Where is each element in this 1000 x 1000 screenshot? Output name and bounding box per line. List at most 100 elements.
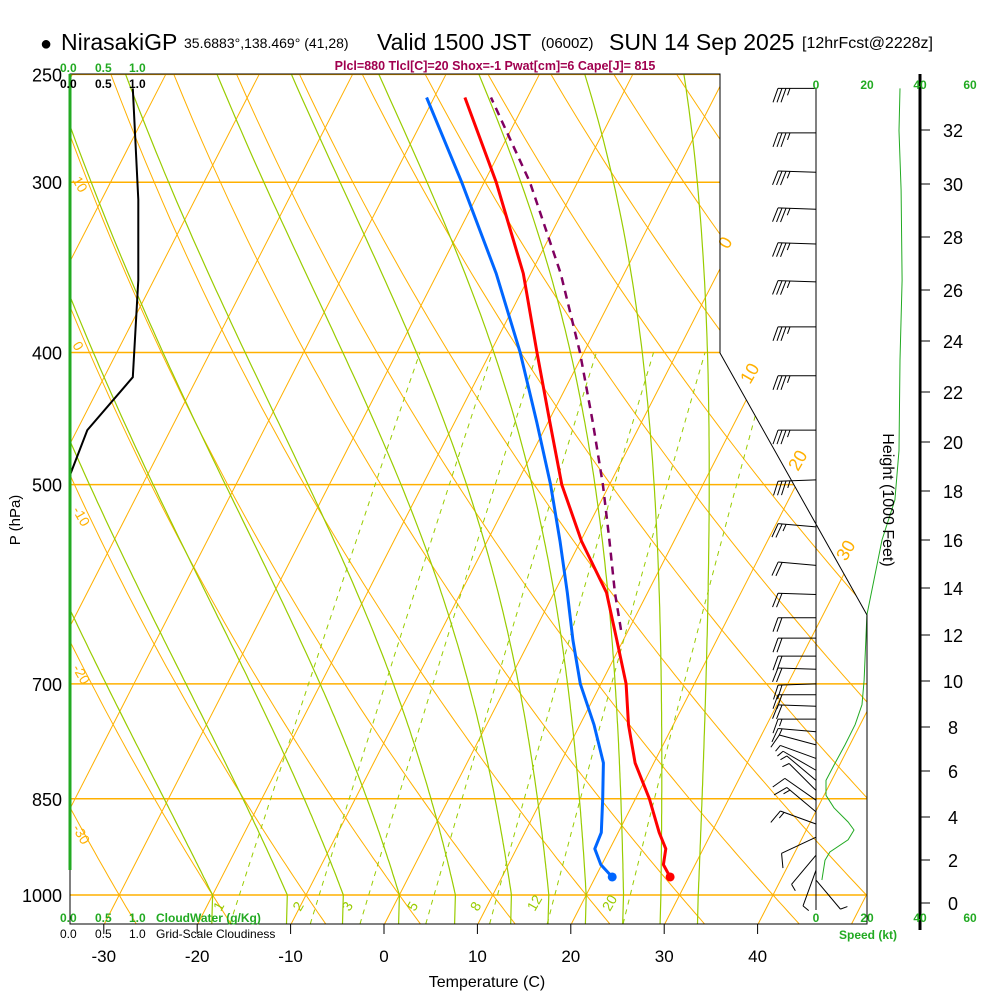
pressure-tick-label: 400 [32,344,62,364]
height-tick-label: 0 [948,894,958,914]
height-axis-title: Height (1000 Feet) [879,433,896,566]
height-tick-label: 24 [943,332,963,352]
moist-adiabat-line [683,74,710,924]
speed-tick-bottom: 20 [860,911,874,925]
wind-barb [771,727,817,743]
wind-barb-half-feather [778,728,783,736]
wind-barb-feather [772,637,779,653]
utc-time: (0600Z) [541,35,594,52]
dry-adiabat-line [236,74,800,924]
wind-barb-feather [771,728,779,743]
dry-adiabat-line [361,74,867,924]
moist-adiabat-line [70,74,344,924]
wind-barb [772,87,816,103]
wind-barb [772,242,817,257]
wind-barb-feather [772,429,779,445]
mixing-ratio-label: 2 [289,899,307,914]
wind-barb-half-feather [780,755,788,761]
mixing-ratio-line [229,352,421,924]
dry-adiabat-line [70,74,516,924]
wind-barb-staff [780,810,817,825]
height-tick-label: 30 [943,175,963,195]
wind-barb-staff [778,242,817,245]
wind-barb [777,750,817,771]
temperature-tick-label: 40 [748,947,767,966]
theta-label: 10 [69,174,91,196]
moist-adiabat-line [584,74,663,924]
wind-barb-feather [772,242,779,257]
wind-barb-feather [771,523,779,538]
mixing-ratio-label: 3 [338,899,356,914]
wind-barb-feather [775,523,783,538]
wind-barb-feather [772,655,779,671]
wind-barb-half-feather [787,132,791,141]
wind-barb-feather [772,280,779,295]
temperature-tick-label: 30 [655,947,674,966]
wind-barb-feather [776,132,783,148]
wind-barb [781,836,817,869]
temperature-tick-label: 20 [561,947,580,966]
height-tick-label: 2 [948,851,958,871]
wind-barb [773,787,817,813]
mixing-ratio-label: 8 [467,899,485,914]
mixing-ratio-label: 12 [524,892,546,914]
wind-barb [791,854,817,891]
height-tick-label: 16 [943,531,963,551]
wind-barb-staff [778,280,817,283]
wind-barb-feather [776,429,783,445]
station-name: NirasakiGP [61,29,177,55]
wind-barb-feather [776,667,783,683]
temperature-tick-label: -10 [278,947,303,966]
wind-barb-feather [770,810,781,823]
wind-barb [770,734,817,748]
cloudwater-tick-bottom: 0.5 [95,911,112,925]
wind-barb-half-feather [778,812,785,819]
header: ● NirasakiGP 35.6883°,138.469° (41,28) V… [40,29,933,73]
moist-adiabat-line [125,74,457,924]
cloudwater-tick-bottom: 0.0 [60,911,77,925]
wind-barb-feather [771,561,779,576]
height-tick-label: 4 [948,808,958,828]
wind-barb [772,704,817,720]
pressure-tick-label: 700 [32,675,62,695]
wind-barb-feather [780,132,787,148]
wind-barb [773,683,817,700]
pressure-tick-label: 500 [32,476,62,496]
moist-adiabat-line [216,74,513,924]
wind-barb [772,617,816,632]
height-tick-label: 12 [943,626,963,646]
wind-barb-feather [776,704,783,720]
wind-barb-staff [778,207,817,210]
dry-adiabat-line [424,74,867,924]
wind-barb-feather [780,208,787,223]
wind-barb-feather [776,207,783,223]
wind-barb-feather [776,637,783,653]
wind-barb [772,667,817,683]
cloud-panel-labels: 0.0 0.5 1.0 0.0 0.5 1.0 0.0 0.5 1.0 Clou… [60,61,275,941]
isotherm-line [70,74,260,924]
wind-barb-staff [778,683,817,686]
y-axis-title: P (hPa) [7,495,24,546]
mixing-ratio-line [359,352,538,924]
dry-adiabat-line [70,74,421,924]
dry-adiabat-line [173,74,705,924]
wind-barb [771,523,817,538]
wind-barb [772,375,816,390]
cloudiness-tick-top: 1.0 [129,77,146,91]
isotherm-label: 20 [784,447,811,474]
wind-barb-half-feather [791,884,796,891]
wind-barb-half-feather [775,745,781,752]
wind-barb [772,694,816,709]
isotherm-line [70,74,447,924]
wind-barb-half-feather [787,375,791,383]
wind-barb-feather [776,375,783,390]
cloudwater-tick-top: 1.0 [129,61,146,75]
wind-barb-staff [786,755,817,781]
height-tick-label: 14 [943,579,963,599]
temperature-line [463,96,672,878]
wind-barb [772,170,817,186]
wind-barb-half-feather [840,906,848,910]
wind-barb [772,637,816,653]
temperature-tick-label: -20 [185,947,210,966]
